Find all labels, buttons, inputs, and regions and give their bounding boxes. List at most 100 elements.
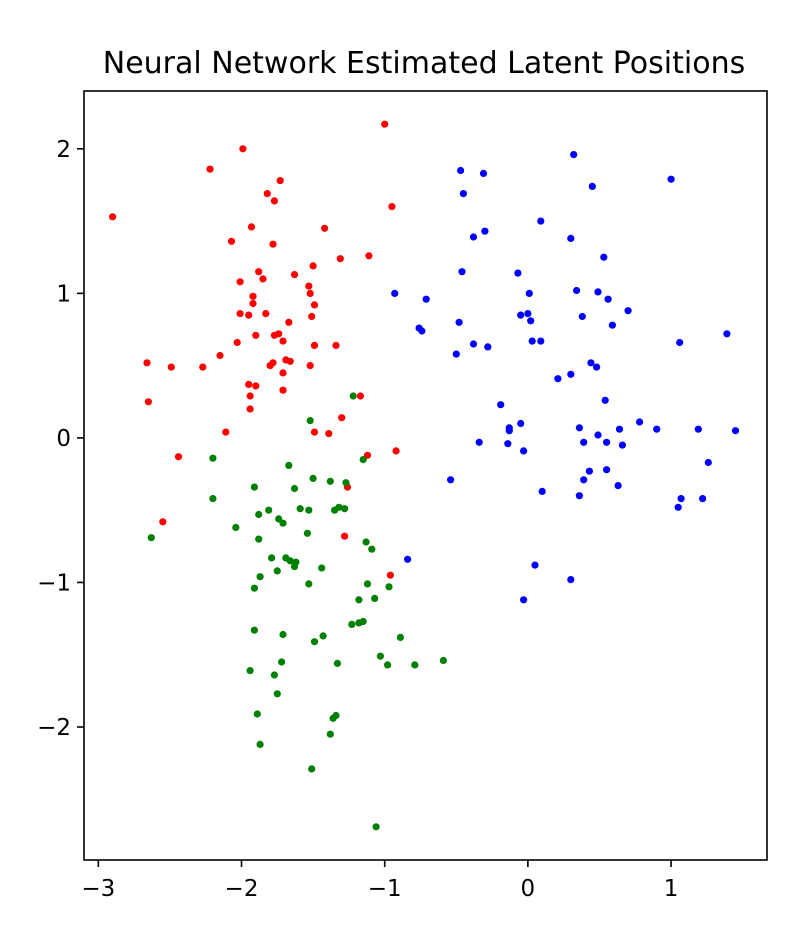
- data-point-series-0-57: [392, 447, 400, 455]
- data-point-series-1-25: [608, 321, 617, 329]
- data-point-series-0-30: [252, 331, 260, 339]
- data-point-series-0-50: [356, 392, 364, 400]
- data-point-series-0-59: [174, 453, 183, 461]
- data-point-series-2-2: [209, 454, 217, 462]
- data-point-series-1-52: [504, 440, 512, 448]
- data-point-series-2-3: [359, 456, 367, 464]
- data-point-series-0-31: [270, 331, 278, 339]
- data-point-series-1-51: [475, 438, 483, 446]
- data-point-series-1-11: [458, 268, 466, 276]
- data-point-series-2-38: [371, 594, 379, 603]
- data-point-series-1-57: [704, 458, 712, 467]
- data-point-series-0-33: [233, 338, 241, 347]
- data-point-series-1-35: [587, 359, 595, 367]
- x-tick-label: −1: [368, 876, 402, 902]
- y-tick-label: 1: [56, 281, 71, 307]
- data-point-series-1-50: [594, 431, 602, 439]
- data-point-series-0-3: [239, 145, 247, 153]
- data-point-series-1-3: [667, 175, 675, 183]
- data-point-series-2-54: [246, 667, 254, 675]
- data-point-series-2-7: [342, 479, 350, 487]
- data-point-series-0-19: [305, 282, 313, 290]
- data-point-series-1-2: [479, 169, 488, 177]
- data-point-series-0-62: [341, 532, 349, 540]
- data-point-series-0-5: [263, 190, 271, 198]
- data-point-series-1-0: [570, 151, 578, 159]
- data-point-series-1-17: [422, 295, 430, 303]
- data-point-series-0-16: [236, 278, 244, 286]
- data-point-series-0-45: [279, 369, 287, 377]
- data-point-series-1-32: [469, 340, 478, 348]
- data-point-series-2-36: [250, 584, 258, 592]
- data-point-series-2-30: [290, 563, 299, 571]
- data-point-series-1-62: [614, 482, 622, 490]
- plot-area-frame: [83, 90, 768, 861]
- data-point-series-1-44: [575, 424, 584, 432]
- data-point-series-1-38: [554, 375, 562, 383]
- data-point-series-0-25: [236, 310, 244, 318]
- data-point-series-1-19: [624, 307, 632, 315]
- data-point-series-1-1: [457, 166, 465, 175]
- data-point-series-0-34: [310, 341, 319, 349]
- data-point-series-1-56: [520, 447, 528, 455]
- data-point-series-0-47: [252, 382, 260, 390]
- data-point-series-2-6: [326, 477, 334, 485]
- chart-title: Neural Network Estimated Latent Position…: [103, 46, 745, 81]
- data-point-series-2-39: [355, 596, 363, 604]
- data-point-series-2-24: [362, 538, 370, 546]
- y-tick-label: −2: [37, 715, 71, 741]
- data-point-series-2-46: [319, 632, 327, 640]
- data-point-series-1-54: [618, 441, 627, 449]
- data-point-series-1-63: [538, 487, 546, 495]
- data-point-series-2-25: [368, 545, 376, 553]
- data-point-series-0-49: [246, 392, 254, 400]
- data-point-series-1-49: [731, 427, 740, 435]
- data-point-series-0-36: [216, 351, 224, 360]
- data-point-series-2-51: [333, 659, 341, 668]
- data-point-series-0-53: [338, 414, 346, 422]
- data-point-series-0-13: [336, 255, 344, 263]
- data-point-series-1-48: [694, 425, 702, 433]
- x-tick-label: −3: [81, 876, 115, 902]
- data-point-series-0-17: [290, 271, 299, 279]
- data-point-series-1-21: [517, 311, 525, 319]
- data-point-series-2-27: [268, 554, 276, 562]
- y-tick-label: 0: [56, 426, 71, 452]
- data-point-series-0-55: [310, 428, 319, 436]
- data-point-series-1-31: [676, 338, 684, 347]
- data-point-series-1-46: [615, 425, 624, 433]
- data-point-series-0-43: [199, 363, 207, 371]
- data-point-series-1-16: [391, 289, 399, 297]
- data-point-series-1-6: [537, 217, 545, 225]
- data-point-series-1-45: [505, 427, 513, 435]
- data-point-series-2-35: [363, 580, 372, 588]
- data-point-series-0-20: [249, 292, 257, 300]
- data-point-series-0-51: [144, 398, 152, 406]
- data-point-series-1-5: [459, 190, 467, 198]
- data-point-series-2-49: [278, 658, 286, 666]
- data-point-series-1-70: [567, 576, 575, 584]
- data-point-series-0-18: [259, 275, 267, 283]
- data-point-series-2-28: [286, 557, 294, 565]
- data-point-series-1-22: [527, 317, 535, 325]
- data-point-series-0-15: [309, 262, 317, 270]
- data-point-series-0-44: [306, 362, 314, 370]
- data-point-series-0-0: [381, 120, 389, 128]
- data-point-series-2-20: [232, 523, 240, 532]
- data-point-series-2-47: [310, 638, 319, 646]
- data-point-series-1-66: [699, 495, 707, 503]
- data-point-series-0-2: [206, 165, 214, 173]
- data-point-series-0-7: [388, 203, 396, 211]
- data-point-series-2-17: [255, 510, 263, 519]
- data-point-series-1-36: [593, 363, 601, 371]
- data-point-series-0-38: [286, 357, 294, 365]
- data-point-series-2-23: [255, 535, 263, 543]
- data-point-series-2-37: [385, 583, 393, 591]
- y-tick-label: −1: [37, 570, 71, 596]
- data-point-series-0-52: [246, 405, 254, 413]
- data-point-series-2-4: [285, 461, 293, 469]
- data-point-series-0-23: [310, 301, 319, 309]
- data-point-series-1-53: [580, 438, 588, 446]
- data-point-series-1-24: [455, 318, 463, 326]
- data-point-series-2-10: [209, 495, 217, 503]
